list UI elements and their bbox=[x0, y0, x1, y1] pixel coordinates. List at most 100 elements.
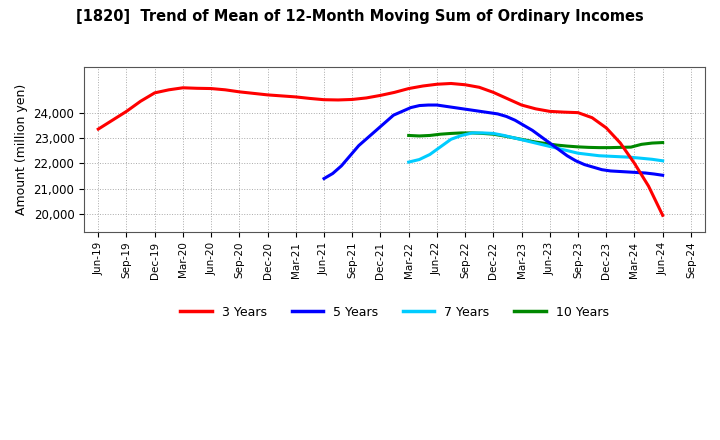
5 Years bbox=[624, 169, 632, 175]
10 Years bbox=[584, 145, 593, 150]
7 Years bbox=[552, 146, 561, 151]
5 Years bbox=[390, 113, 398, 118]
7 Years bbox=[426, 152, 434, 157]
5 Years bbox=[658, 172, 667, 178]
3 Years bbox=[277, 93, 286, 99]
Text: [1820]  Trend of Mean of 12-Month Moving Sum of Ordinary Incomes: [1820] Trend of Mean of 12-Month Moving … bbox=[76, 9, 644, 24]
3 Years bbox=[292, 94, 300, 99]
3 Years bbox=[405, 86, 413, 91]
10 Years bbox=[626, 144, 635, 150]
Legend: 3 Years, 5 Years, 7 Years, 10 Years: 3 Years, 5 Years, 7 Years, 10 Years bbox=[176, 301, 613, 324]
10 Years bbox=[405, 133, 413, 138]
5 Years bbox=[572, 158, 580, 163]
5 Years bbox=[649, 171, 658, 176]
10 Years bbox=[436, 132, 445, 137]
10 Years bbox=[552, 143, 561, 148]
10 Years bbox=[426, 133, 434, 138]
7 Years bbox=[521, 138, 529, 143]
5 Years bbox=[337, 163, 346, 169]
5 Years bbox=[510, 117, 519, 123]
3 Years bbox=[264, 92, 272, 98]
7 Years bbox=[595, 153, 603, 158]
7 Years bbox=[648, 157, 657, 162]
7 Years bbox=[436, 144, 445, 150]
5 Years bbox=[459, 106, 467, 111]
3 Years bbox=[179, 85, 187, 91]
5 Years bbox=[363, 136, 372, 141]
7 Years bbox=[468, 130, 477, 136]
5 Years bbox=[354, 143, 363, 148]
3 Years bbox=[418, 83, 427, 88]
5 Years bbox=[606, 169, 615, 174]
5 Years bbox=[415, 103, 424, 108]
3 Years bbox=[320, 97, 328, 103]
3 Years bbox=[334, 97, 343, 103]
10 Years bbox=[563, 143, 572, 149]
7 Years bbox=[584, 152, 593, 157]
3 Years bbox=[94, 126, 102, 132]
10 Years bbox=[510, 136, 519, 141]
5 Years bbox=[485, 110, 493, 115]
3 Years bbox=[348, 97, 356, 102]
5 Years bbox=[632, 170, 641, 175]
7 Years bbox=[658, 158, 667, 163]
3 Years bbox=[475, 84, 484, 90]
3 Years bbox=[559, 110, 568, 115]
10 Years bbox=[479, 131, 487, 136]
10 Years bbox=[489, 132, 498, 137]
3 Years bbox=[433, 81, 441, 87]
7 Years bbox=[542, 143, 551, 148]
5 Years bbox=[537, 134, 546, 139]
5 Years bbox=[528, 128, 536, 133]
7 Years bbox=[606, 154, 614, 159]
Line: 5 Years: 5 Years bbox=[324, 105, 662, 179]
7 Years bbox=[616, 154, 625, 159]
10 Years bbox=[637, 142, 646, 147]
10 Years bbox=[542, 141, 551, 146]
3 Years bbox=[249, 91, 258, 96]
5 Years bbox=[450, 105, 459, 110]
10 Years bbox=[500, 133, 508, 139]
3 Years bbox=[164, 87, 173, 92]
5 Years bbox=[424, 103, 433, 108]
3 Years bbox=[235, 89, 243, 95]
7 Years bbox=[563, 148, 572, 153]
3 Years bbox=[644, 183, 653, 189]
7 Years bbox=[415, 157, 423, 162]
10 Years bbox=[446, 131, 455, 136]
3 Years bbox=[489, 90, 498, 95]
10 Years bbox=[595, 145, 603, 150]
7 Years bbox=[626, 154, 635, 160]
3 Years bbox=[122, 109, 131, 114]
5 Years bbox=[641, 170, 649, 176]
3 Years bbox=[503, 96, 512, 101]
10 Years bbox=[457, 130, 466, 136]
5 Years bbox=[519, 123, 528, 128]
10 Years bbox=[648, 140, 657, 146]
10 Years bbox=[658, 140, 667, 145]
3 Years bbox=[376, 93, 384, 98]
3 Years bbox=[108, 117, 117, 123]
5 Years bbox=[380, 120, 389, 125]
3 Years bbox=[531, 106, 540, 111]
5 Years bbox=[476, 109, 485, 114]
10 Years bbox=[415, 133, 423, 139]
5 Years bbox=[554, 147, 563, 152]
7 Years bbox=[574, 150, 582, 156]
3 Years bbox=[193, 86, 202, 91]
10 Years bbox=[531, 139, 540, 145]
Line: 10 Years: 10 Years bbox=[409, 133, 662, 148]
10 Years bbox=[468, 130, 477, 136]
7 Years bbox=[531, 140, 540, 146]
3 Years bbox=[446, 81, 455, 86]
5 Years bbox=[615, 169, 624, 174]
Line: 7 Years: 7 Years bbox=[409, 133, 662, 162]
3 Years bbox=[616, 140, 625, 146]
3 Years bbox=[390, 90, 399, 95]
10 Years bbox=[616, 145, 625, 150]
5 Years bbox=[502, 114, 510, 119]
3 Years bbox=[658, 213, 667, 218]
3 Years bbox=[517, 103, 526, 108]
3 Years bbox=[602, 125, 611, 131]
3 Years bbox=[461, 82, 469, 88]
